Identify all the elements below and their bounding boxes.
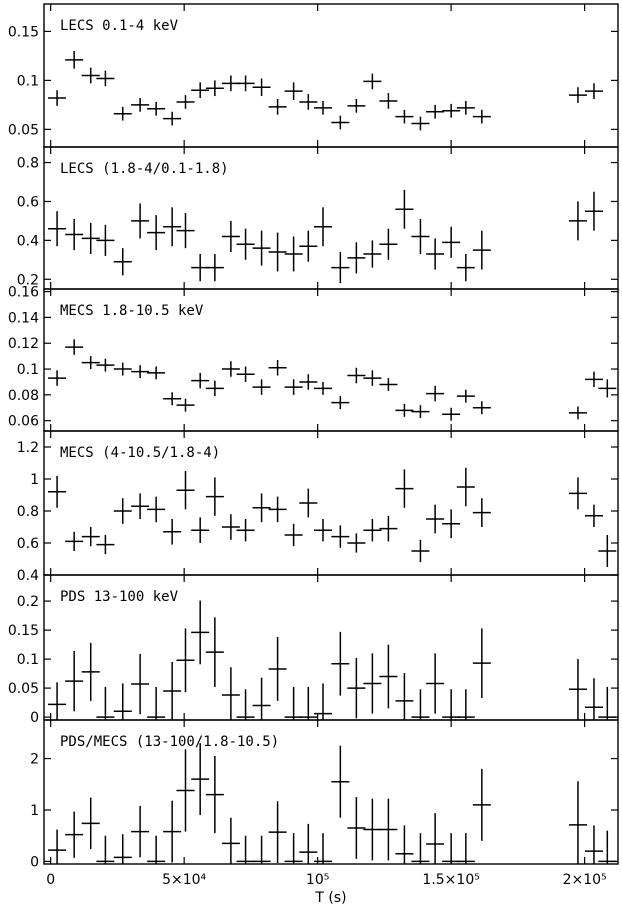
panel-4-ytick-label: 0.6 <box>17 536 39 552</box>
panel-2-ytick-label: 0.2 <box>17 272 39 288</box>
x-tick-label: 5×10⁴ <box>162 872 206 888</box>
panel-1-ytick-label: 0.15 <box>8 24 39 40</box>
x-tick-label: 2×10⁵ <box>563 872 607 888</box>
panel-4-ytick-label: 1.2 <box>17 440 39 456</box>
panel-3-ytick-label: 0.06 <box>8 414 39 430</box>
panel-5-ytick-label: 0.1 <box>17 652 39 668</box>
panel-5-ytick-label: 0.2 <box>17 594 39 610</box>
panel-5-title: PDS 13-100 keV <box>60 589 179 605</box>
x-tick-label: 1.5×10⁵ <box>422 872 479 888</box>
panel-4-ytick-label: 1 <box>30 472 39 488</box>
panel-6-ytick-label: 1 <box>30 803 39 819</box>
panel-4-title: MECS (4-10.5/1.8-4) <box>60 445 220 461</box>
panel-2-ytick-label: 0.6 <box>17 194 39 210</box>
panel-3-ytick-label: 0.1 <box>17 362 39 378</box>
panel-6-ytick-label: 2 <box>30 752 39 768</box>
panel-1-ytick-label: 0.1 <box>17 73 39 89</box>
x-axis-title: T (s) <box>314 890 346 906</box>
panel-6-frame <box>43 719 619 865</box>
panel-3-ytick-label: 0.08 <box>8 388 39 404</box>
panel-5-ytick-label: 0 <box>30 710 39 726</box>
panel-3-ytick-label: 0.12 <box>8 336 39 352</box>
panel-2-title: LECS (1.8-4/0.1-1.8) <box>60 161 229 177</box>
panel-2-ytick-label: 0.4 <box>17 233 39 249</box>
panel-5-ytick-label: 0.15 <box>8 623 39 639</box>
panel-3-title: MECS 1.8-10.5 keV <box>60 303 204 319</box>
panel-3-ytick-label: 0.16 <box>8 285 39 301</box>
x-tick-label: 0 <box>46 872 55 888</box>
x-tick-label: 10⁵ <box>306 872 329 888</box>
panel-6-title: PDS/MECS (13-100/1.8-10.5) <box>60 734 279 750</box>
panel-4-ytick-label: 0.4 <box>17 568 39 584</box>
panel-1-ytick-label: 0.05 <box>8 122 39 138</box>
panel-2-ytick-label: 0.8 <box>17 156 39 172</box>
panel-4-ytick-label: 0.8 <box>17 504 39 520</box>
panel-1-title: LECS 0.1-4 keV <box>60 18 179 34</box>
panel-3-ytick-label: 0.14 <box>8 310 39 326</box>
panel-6-ytick-label: 0 <box>30 854 39 870</box>
panel-5-ytick-label: 0.05 <box>8 681 39 697</box>
